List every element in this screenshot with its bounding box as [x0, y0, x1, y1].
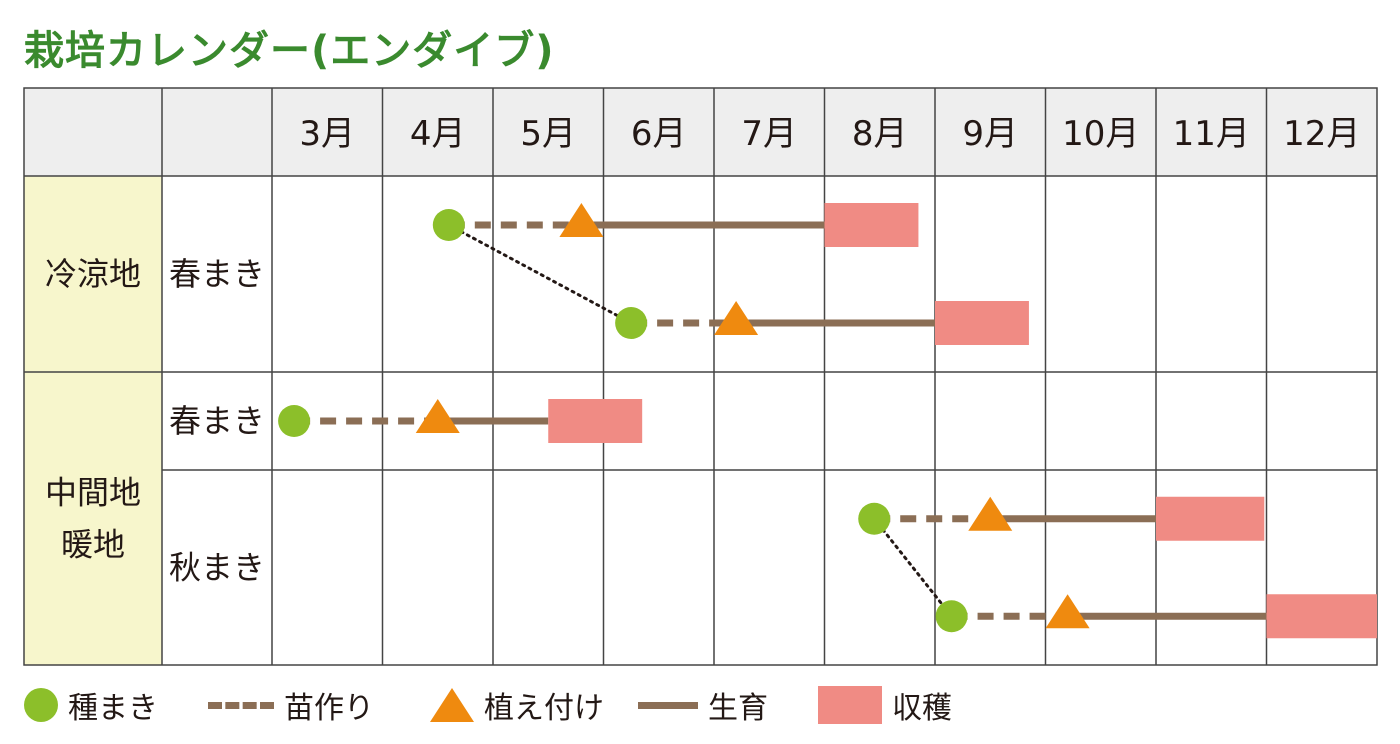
region-background: [24, 176, 162, 665]
legend-label-plant: 植え付け: [484, 691, 604, 726]
legend: 種まき 苗作り 植え付け 生育 収穫: [0, 680, 1400, 730]
legend-item-grow: 生育: [638, 680, 768, 730]
page-title: 栽培カレンダー(エンダイブ): [24, 28, 555, 74]
month-header: 3月: [299, 114, 355, 154]
month-header: 4月: [410, 114, 466, 154]
harvest-bar: [824, 203, 919, 247]
legend-item-plant: 植え付け: [430, 680, 604, 730]
planting-point: [1045, 594, 1090, 629]
legend-item-harvest: 収穫: [818, 680, 952, 730]
sowing-type-label: 春まき: [169, 255, 265, 293]
sowing-point: [935, 600, 968, 633]
legend-label-sow: 種まき: [68, 691, 158, 726]
region-label: 暖地: [61, 526, 125, 564]
planting-point: [968, 496, 1013, 531]
harvest-bar: [1266, 594, 1377, 639]
planting-point: [714, 301, 759, 335]
region-label: 中間地: [45, 474, 141, 512]
sowing-type-label: 秋まき: [169, 549, 265, 587]
sowing-type-label: 春まき: [169, 402, 265, 440]
rectangle-icon: [818, 686, 882, 724]
table-border: [23, 87, 1378, 666]
region-label: 冷涼地: [45, 255, 141, 293]
harvest-bar: [935, 301, 1029, 345]
month-header: 9月: [962, 114, 1018, 154]
month-header: 6月: [631, 114, 687, 154]
sowing-point: [278, 405, 311, 437]
sowing-connector: [872, 517, 954, 618]
legend-item-nursery: 苗作り: [208, 680, 374, 730]
month-header: 12月: [1283, 114, 1360, 154]
sowing-point: [432, 209, 465, 241]
harvest-bar: [548, 399, 643, 443]
sowing-connector: [447, 223, 633, 325]
month-header: 10月: [1062, 114, 1139, 154]
header-background: [24, 88, 1377, 176]
legend-label-grow: 生育: [708, 691, 768, 726]
month-header: 7月: [741, 114, 797, 154]
sowing-point: [858, 502, 891, 535]
circle-icon: [24, 688, 58, 722]
planting-point: [559, 203, 604, 237]
legend-item-sow: 種まき: [24, 680, 158, 730]
month-header: 11月: [1173, 114, 1250, 154]
sowing-point: [615, 307, 648, 339]
solid-line-icon: [638, 701, 698, 709]
harvest-bar: [1156, 496, 1265, 541]
triangle-icon: [430, 688, 474, 722]
dashed-line-icon: [208, 701, 274, 709]
legend-label-nursery: 苗作り: [284, 691, 374, 726]
planting-point: [415, 399, 460, 433]
legend-label-harvest: 収穫: [892, 691, 952, 726]
month-header: 5月: [520, 114, 576, 154]
month-header: 8月: [852, 114, 908, 154]
